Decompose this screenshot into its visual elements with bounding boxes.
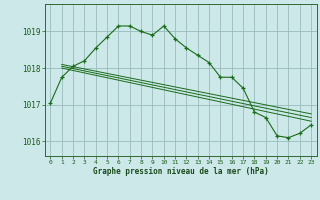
X-axis label: Graphe pression niveau de la mer (hPa): Graphe pression niveau de la mer (hPa) <box>93 167 269 176</box>
